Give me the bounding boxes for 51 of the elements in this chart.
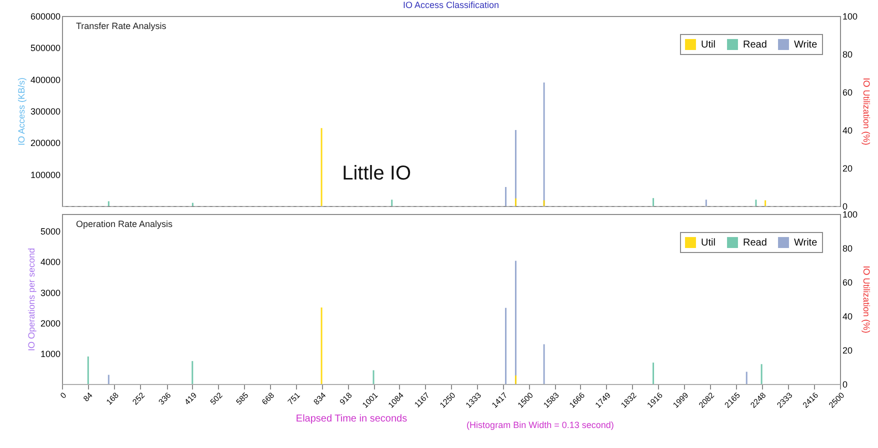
x-axis-title: Elapsed Time in seconds [296,414,408,425]
y-axis-title: IO Operations per second [26,248,36,352]
text: Operation Rate Analysis [76,219,174,229]
y2-tick-label: 0 [842,380,848,390]
y2-tick-label: 60 [842,88,853,98]
y2-tick-label: 80 [842,244,853,254]
legend-label: Write [794,40,818,51]
y-tick-label: 100000 [30,170,60,180]
x-tick-label: 252 [130,390,147,407]
annotation: Little IO [342,162,411,185]
x-tick-label: 668 [260,390,276,407]
y2-axis-title: IO Utilization (%) [862,266,872,334]
y-tick-label: 300000 [30,106,60,116]
y-tick-label: 500000 [30,43,60,54]
x-tick-label: 336 [156,390,174,407]
y2-tick-label: 20 [842,164,853,174]
x-tick-label: 585 [234,390,251,407]
x-tick-label: 84 [82,390,95,404]
y-tick-label: 1000 [40,348,60,359]
x-tick-label: 502 [208,390,225,407]
legend-label: Read [743,40,767,51]
y-tick-label: 200000 [30,138,60,148]
x-tick-label: 168 [104,390,121,407]
legend-label: Write [794,238,818,249]
x-tick-label: 918 [338,390,354,407]
text: Transfer Rate Analysis [76,21,167,31]
y-tick-label: 3000 [40,288,60,298]
legend-label: Util [701,40,716,51]
text: (Histogram Bin Width = 0.13 second) [466,420,614,430]
y-tick-label: 5000 [40,226,60,237]
legend-label: Util [701,238,716,249]
y-tick-label: 400000 [30,74,60,85]
y2-tick-label: 100 [842,12,858,22]
x-tick-label: 419 [182,390,199,407]
y2-tick-label: 20 [842,346,853,356]
y2-tick-label: 60 [842,278,853,288]
y-tick-label: 2000 [40,318,60,328]
legend-label: Read [743,238,767,249]
y2-tick-label: 40 [842,126,853,136]
y-tick-label: 600000 [30,12,60,22]
y2-axis-title: IO Utilization (%) [862,78,872,146]
y2-tick-label: 0 [842,202,848,212]
y-tick-label: 4000 [40,257,60,268]
y-axis-title: IO Access (KB/s) [16,77,26,146]
y2-tick-label: 40 [842,312,853,322]
x-tick-label: 751 [286,390,302,407]
x-tick-label: 0 [58,390,69,400]
y2-tick-label: 100 [842,210,858,220]
x-tick-label: 834 [312,390,328,407]
chart-title: IO Access Classification [402,0,500,10]
y2-tick-label: 80 [842,50,853,60]
